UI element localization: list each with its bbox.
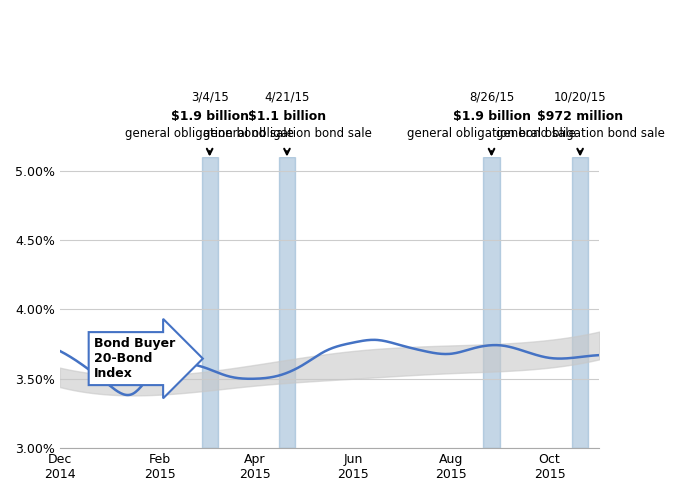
Text: $1.9 billion: $1.9 billion	[452, 110, 530, 124]
Bar	[483, 157, 500, 448]
Bar	[279, 157, 295, 448]
Bar	[572, 157, 588, 448]
Text: general obligation bond sale: general obligation bond sale	[407, 127, 576, 140]
Text: 10/20/15: 10/20/15	[554, 91, 607, 104]
Text: 3/4/15: 3/4/15	[191, 91, 228, 104]
Bar	[201, 157, 218, 448]
Text: $972 million: $972 million	[537, 110, 623, 124]
Text: general obligation bond sale: general obligation bond sale	[125, 127, 294, 140]
Text: 8/26/15: 8/26/15	[469, 91, 514, 104]
Text: general obligation bond sale: general obligation bond sale	[496, 127, 664, 140]
Text: Bond Buyer
20-Bond
Index: Bond Buyer 20-Bond Index	[94, 337, 175, 380]
Text: $1.9 billion: $1.9 billion	[171, 110, 249, 124]
Text: $1.1 billion: $1.1 billion	[248, 110, 326, 124]
Text: 4/21/15: 4/21/15	[265, 91, 309, 104]
Text: general obligation bond sale: general obligation bond sale	[203, 127, 371, 140]
